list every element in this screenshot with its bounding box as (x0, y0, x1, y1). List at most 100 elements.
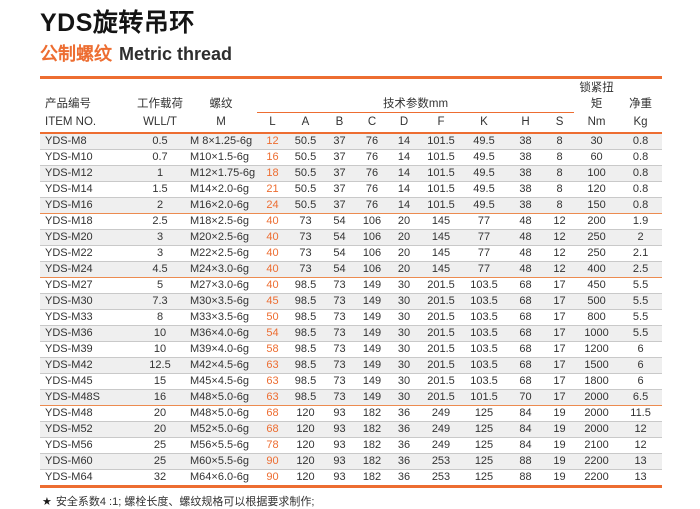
cell-kg: 0.8 (619, 165, 663, 182)
cell-H: 48 (506, 261, 545, 278)
cell-S: 12 (545, 229, 575, 246)
cell-F: 249 (420, 405, 462, 422)
cell-kg: 2 (619, 229, 663, 246)
cell-F: 201.5 (420, 357, 462, 374)
cell-H: 88 (519, 471, 532, 483)
cell-A: 98.5 (288, 341, 323, 358)
cell-S: 19 (545, 405, 575, 422)
cell-A: 73 (288, 229, 323, 246)
spec-table: 产品编号 工作载荷 螺纹 技术参数mm 锁紧扭矩 净重 ITEM NO. WLL… (40, 76, 663, 488)
cell-D: 20 (388, 245, 420, 262)
cell-nm: 2100 (574, 437, 620, 454)
cell-H: 68 (506, 277, 545, 294)
header-torque-unit: Nm (574, 112, 620, 134)
cell-D: 14 (388, 181, 420, 198)
header-thread-cn: 螺纹 (209, 98, 233, 110)
cell-S: 17 (545, 277, 575, 294)
cell-L: 63 (257, 373, 288, 390)
cell-C: 76 (356, 133, 388, 150)
cell-H: 68 (506, 341, 545, 358)
cell-K: 125 (462, 453, 506, 470)
footnote: ★ 安全系数4 :1; 螺栓长度、螺纹规格可以根据要求制作; (40, 493, 662, 509)
cell-A: 50.5 (288, 165, 323, 182)
cell-A: 73 (288, 261, 323, 278)
cell-L: 40 (257, 245, 288, 262)
cell-D: 36 (388, 421, 420, 438)
cell-item: YDS-M16 (40, 197, 135, 214)
cell-A: 73 (288, 245, 323, 262)
cell-D: 30 (388, 325, 420, 342)
cell-F: 101.5 (420, 181, 462, 198)
cell-wll: 8 (135, 309, 185, 326)
cell-C: 182 (356, 421, 388, 438)
cell-item: YDS-M64 (45, 471, 93, 483)
cell-K: 49.5 (462, 181, 506, 198)
cell-H: 84 (506, 437, 545, 454)
cell-nm: 200 (574, 213, 620, 230)
cell-item: YDS-M60 (40, 453, 135, 470)
cell-wll: 25 (135, 437, 185, 454)
cell-H: 38 (506, 197, 545, 214)
cell-nm: 1800 (574, 373, 620, 390)
cell-L: 78 (257, 437, 288, 454)
cell-nm: 800 (574, 309, 620, 326)
cell-wll: 3 (135, 229, 185, 246)
header-col-D: D (388, 112, 420, 134)
cell-L: 24 (257, 197, 288, 214)
cell-S: 12 (545, 213, 575, 230)
cell-C: 182 (362, 471, 382, 483)
cell-B: 37 (323, 149, 356, 166)
cell-B: 93 (333, 471, 346, 483)
cell-D: 36 (388, 405, 420, 422)
cell-L: 90 (257, 453, 288, 470)
cell-nm: 450 (574, 277, 620, 294)
cell-K: 103.5 (462, 309, 506, 326)
cell-nm: 60 (574, 149, 620, 166)
cell-B: 37 (323, 133, 356, 150)
cell-H: 48 (506, 213, 545, 230)
table-row: YDS-M12 1 M12×1.75-6g 18 50.5 37 76 14 101.5 49.5… (40, 165, 663, 182)
table-row: YDS-M27 5 M27×3.0-6g 40 98.5 73 149 30 201.5 103.… (40, 277, 663, 294)
cell-A: 98.5 (288, 293, 323, 310)
cell-H: 38 (506, 165, 545, 182)
cell-kg: 12 (619, 437, 663, 454)
cell-thread: M48×5.0-6g (185, 405, 257, 422)
cell-B: 37 (323, 165, 356, 182)
cell-nm: 250 (574, 229, 620, 246)
cell-B: 73 (323, 341, 356, 358)
cell-item: YDS-M27 (40, 277, 135, 294)
cell-L: 63 (257, 357, 288, 374)
cell-C: 149 (356, 277, 388, 294)
cell-item: YDS-M18 (40, 213, 135, 230)
cell-S: 12 (545, 261, 575, 278)
cell-kg: 6.5 (619, 389, 663, 406)
table-row: YDS-M8 0.5 M 8×1.25-6g 12 50.5 37 76 14 101.5 49.… (40, 133, 663, 150)
cell-item: YDS-M24 (40, 261, 135, 278)
cell-nm: 1000 (574, 325, 620, 342)
cell-C: 149 (356, 325, 388, 342)
cell-B: 73 (323, 357, 356, 374)
cell-L: 63 (257, 389, 288, 406)
cell-B: 73 (323, 373, 356, 390)
cell-C: 149 (356, 389, 388, 406)
cell-kg: 5.5 (619, 309, 663, 326)
cell-L: 40 (257, 213, 288, 230)
cell-C: 182 (356, 437, 388, 454)
cell-K: 77 (462, 261, 506, 278)
cell-C: 149 (356, 373, 388, 390)
cell-wll: 1 (135, 165, 185, 182)
cell-H: 48 (506, 229, 545, 246)
cell-thread: M16×2.0-6g (185, 197, 257, 214)
cell-D: 20 (388, 261, 420, 278)
cell-B: 54 (323, 261, 356, 278)
cell-nm: 2000 (574, 405, 620, 422)
cell-nm: 2000 (574, 421, 620, 438)
cell-A: 98.5 (288, 389, 323, 406)
cell-S: 8 (545, 197, 575, 214)
cell-S: 17 (545, 341, 575, 358)
cell-S: 17 (545, 309, 575, 326)
cell-K: 49.5 (462, 197, 506, 214)
cell-C: 76 (356, 165, 388, 182)
cell-S: 8 (545, 133, 575, 150)
table-row: YDS-M56 25 M56×5.5-6g 78 120 93 182 36 249 125 84 1… (40, 437, 663, 454)
